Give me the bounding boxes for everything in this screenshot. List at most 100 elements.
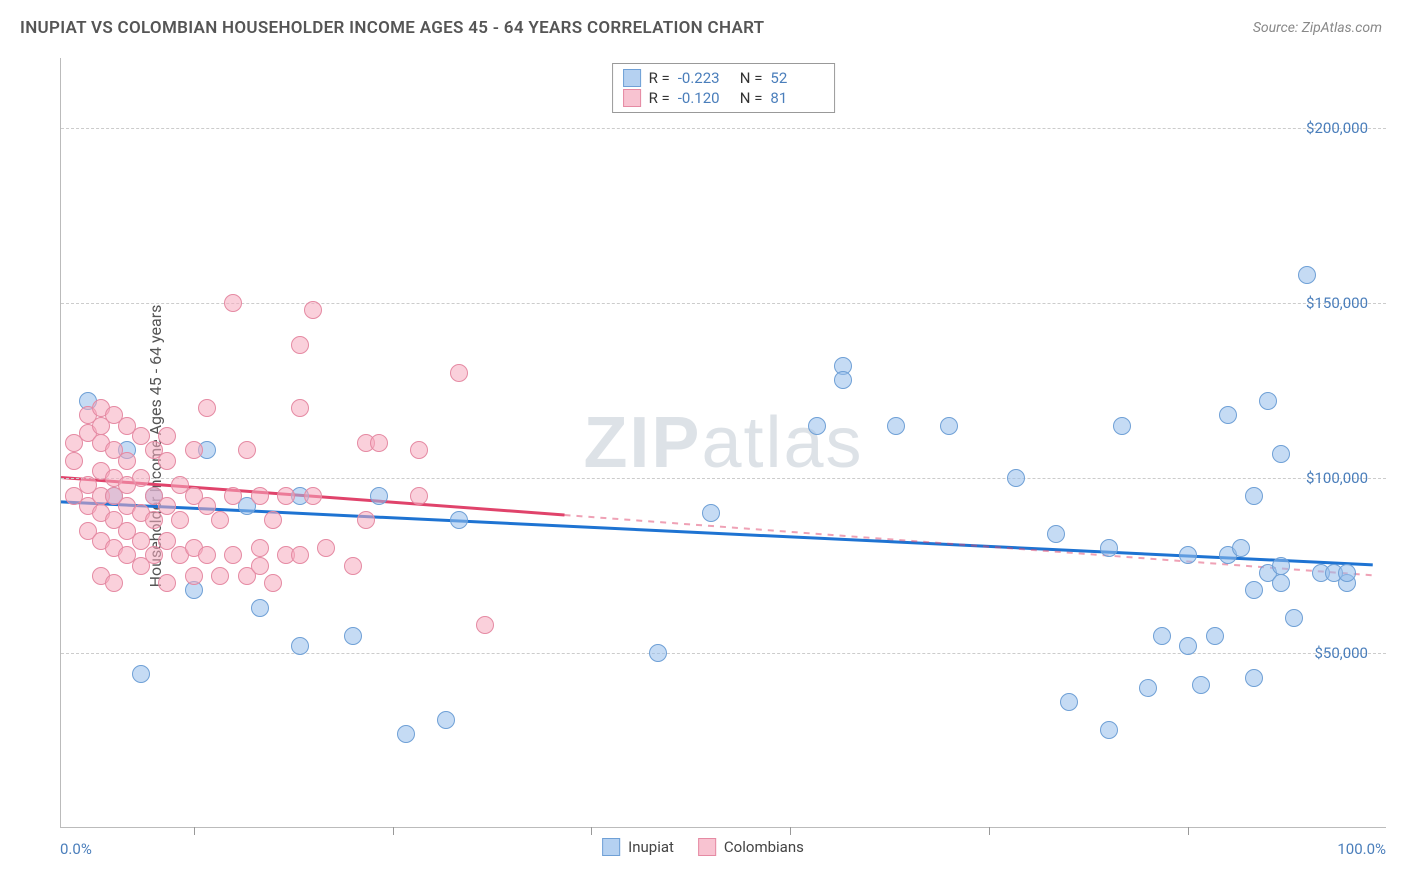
data-point	[264, 511, 282, 529]
y-tick-label: $100,000	[1306, 469, 1368, 487]
data-point	[264, 574, 282, 592]
data-point	[1179, 637, 1197, 655]
x-tick	[393, 827, 394, 835]
source-name: ZipAtlas.com	[1302, 20, 1382, 36]
legend-label: Inupiat	[628, 838, 674, 856]
data-point	[291, 546, 309, 564]
x-tick-label: 0.0%	[60, 840, 92, 858]
stats-row: R = -0.120 N = 81	[623, 88, 825, 108]
stats-row: R = -0.223 N = 52	[623, 68, 825, 88]
data-point	[1139, 679, 1157, 697]
data-point	[1259, 392, 1277, 410]
legend-swatch	[698, 838, 716, 856]
data-point	[118, 452, 136, 470]
data-point	[940, 417, 958, 435]
data-point	[344, 557, 362, 575]
r-label: R =	[649, 89, 670, 107]
scatter-plot-area: ZIPatlas R = -0.223 N = 52 R = -0.120 N = 81 $5…	[60, 58, 1386, 828]
x-tick-label: 100.0%	[1337, 840, 1386, 858]
n-value: 81	[770, 89, 824, 107]
y-tick-label: $200,000	[1306, 119, 1368, 137]
x-tick	[790, 827, 791, 835]
n-value: 52	[770, 69, 824, 87]
data-point	[410, 487, 428, 505]
data-point	[211, 567, 229, 585]
r-value: -0.223	[678, 69, 732, 87]
data-point	[1298, 266, 1316, 284]
data-point	[224, 546, 242, 564]
data-point	[410, 441, 428, 459]
data-point	[198, 399, 216, 417]
data-point	[105, 574, 123, 592]
gridline-horizontal	[61, 478, 1386, 479]
x-tick	[194, 827, 195, 835]
data-point	[1245, 581, 1263, 599]
data-point	[357, 511, 375, 529]
data-point	[1245, 669, 1263, 687]
data-point	[158, 574, 176, 592]
data-point	[1272, 445, 1290, 463]
correlation-stats-box: R = -0.223 N = 52 R = -0.120 N = 81	[612, 63, 836, 113]
data-point	[251, 487, 269, 505]
data-point	[1338, 564, 1356, 582]
data-point	[476, 616, 494, 634]
data-point	[344, 627, 362, 645]
data-point	[291, 637, 309, 655]
n-label: N =	[740, 89, 763, 107]
data-point	[251, 599, 269, 617]
r-label: R =	[649, 69, 670, 87]
data-point	[198, 546, 216, 564]
data-point	[291, 399, 309, 417]
data-point	[808, 417, 826, 435]
data-point	[1245, 487, 1263, 505]
r-value: -0.120	[678, 89, 732, 107]
data-point	[145, 511, 163, 529]
data-point	[304, 301, 322, 319]
data-point	[450, 511, 468, 529]
data-point	[834, 371, 852, 389]
data-point	[145, 546, 163, 564]
legend-item: Inupiat	[602, 838, 674, 856]
watermark: ZIPatlas	[583, 402, 863, 484]
chart-title: INUPIAT VS COLOMBIAN HOUSEHOLDER INCOME …	[20, 18, 764, 38]
data-point	[132, 469, 150, 487]
data-point	[317, 539, 335, 557]
n-label: N =	[740, 69, 763, 87]
data-point	[370, 487, 388, 505]
data-point	[1192, 676, 1210, 694]
data-point	[277, 487, 295, 505]
data-point	[1060, 693, 1078, 711]
data-point	[702, 504, 720, 522]
data-point	[171, 511, 189, 529]
data-point	[185, 567, 203, 585]
data-point	[185, 441, 203, 459]
data-point	[649, 644, 667, 662]
x-tick	[989, 827, 990, 835]
data-point	[251, 539, 269, 557]
y-tick-label: $50,000	[1314, 644, 1368, 662]
trend-lines-svg	[61, 58, 1386, 827]
legend-item: Colombians	[698, 838, 804, 856]
data-point	[158, 427, 176, 445]
data-point	[224, 487, 242, 505]
data-point	[211, 511, 229, 529]
data-point	[1179, 546, 1197, 564]
data-point	[450, 364, 468, 382]
gridline-horizontal	[61, 128, 1386, 129]
data-point	[1219, 406, 1237, 424]
legend-swatch	[623, 69, 641, 87]
x-tick	[1188, 827, 1189, 835]
data-point	[1272, 557, 1290, 575]
trend-line-dashed	[565, 515, 1373, 575]
legend-label: Colombians	[724, 838, 804, 856]
data-point	[1232, 539, 1250, 557]
data-point	[370, 434, 388, 452]
data-point	[1100, 539, 1118, 557]
gridline-horizontal	[61, 303, 1386, 304]
data-point	[397, 725, 415, 743]
source-prefix: Source:	[1253, 20, 1302, 36]
data-point	[437, 711, 455, 729]
data-point	[1100, 721, 1118, 739]
data-point	[132, 665, 150, 683]
legend-swatch	[602, 838, 620, 856]
